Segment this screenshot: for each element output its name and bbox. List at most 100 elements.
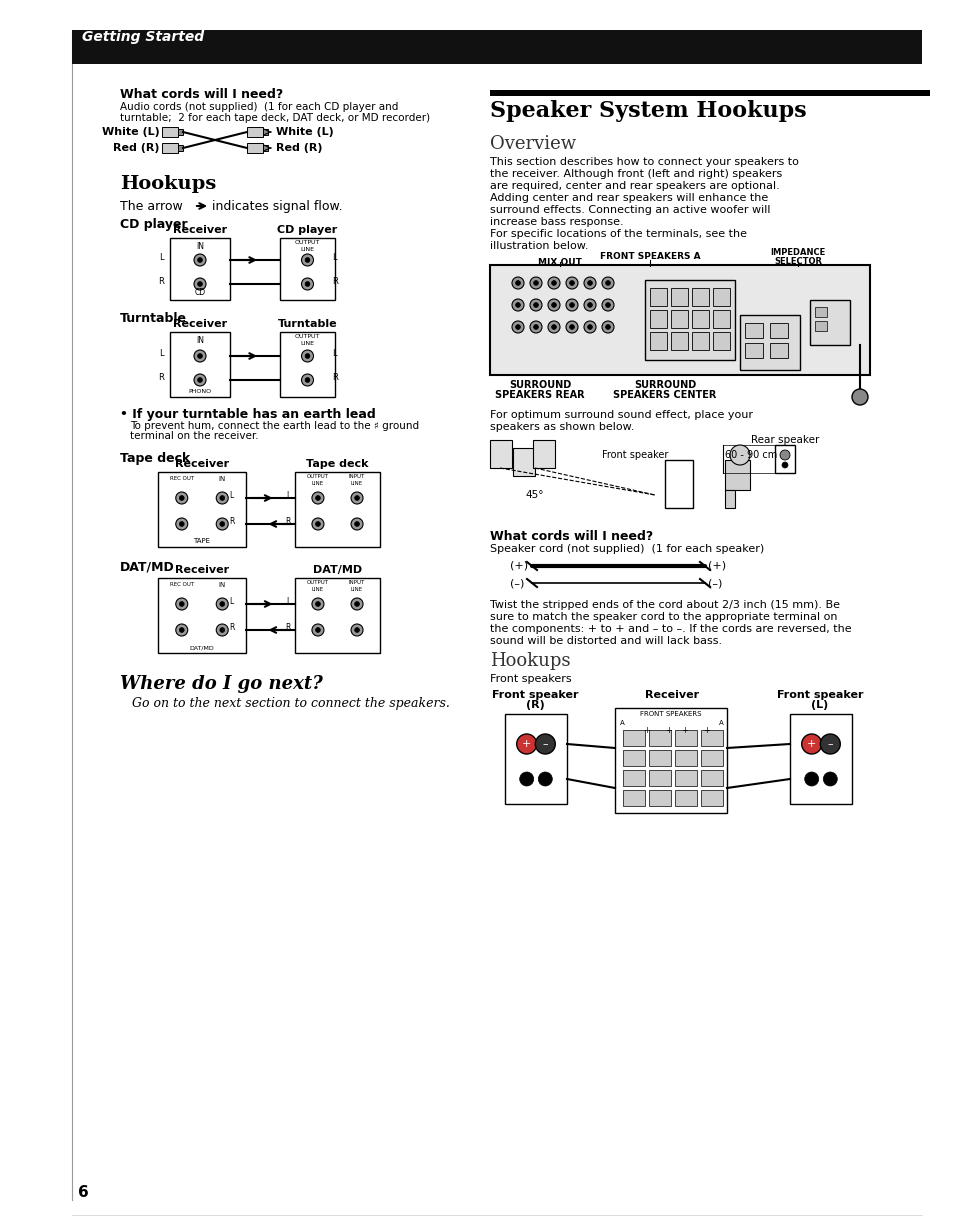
Text: Go on to the next section to connect the speakers.: Go on to the next section to connect the… <box>132 697 450 710</box>
Circle shape <box>216 599 228 610</box>
Text: (R): (R) <box>525 701 544 710</box>
Circle shape <box>312 517 324 530</box>
Circle shape <box>547 299 559 311</box>
Text: R: R <box>285 517 291 526</box>
Circle shape <box>312 599 324 610</box>
Circle shape <box>305 354 310 359</box>
Text: are required, center and rear speakers are optional.: are required, center and rear speakers a… <box>490 181 779 190</box>
Bar <box>675 750 697 766</box>
Text: LINE: LINE <box>300 247 314 252</box>
Bar <box>724 460 749 490</box>
Bar <box>649 288 666 306</box>
Text: REC OUT: REC OUT <box>170 583 193 587</box>
Bar <box>622 771 644 787</box>
Text: 60 - 90 cm: 60 - 90 cm <box>724 450 777 460</box>
Circle shape <box>565 299 578 311</box>
Bar <box>158 578 246 653</box>
Text: sure to match the speaker cord to the appropriate terminal on: sure to match the speaker cord to the ap… <box>490 612 837 622</box>
Text: speakers as shown below.: speakers as shown below. <box>490 422 634 433</box>
Bar <box>263 145 268 151</box>
Text: DAT/MD: DAT/MD <box>120 560 174 573</box>
Circle shape <box>851 390 867 406</box>
Text: 6: 6 <box>78 1185 89 1200</box>
Bar <box>774 445 794 473</box>
Circle shape <box>565 277 578 289</box>
Circle shape <box>351 624 363 635</box>
Text: Front speaker: Front speaker <box>601 450 667 460</box>
Circle shape <box>301 374 314 386</box>
Circle shape <box>820 734 840 755</box>
Circle shape <box>515 302 519 307</box>
Circle shape <box>355 495 359 500</box>
Text: LINE: LINE <box>300 340 314 347</box>
Circle shape <box>351 517 363 530</box>
Circle shape <box>605 324 610 329</box>
Text: REC OUT: REC OUT <box>170 476 193 481</box>
Text: What cords will I need?: What cords will I need? <box>490 530 653 543</box>
Text: SELECTOR: SELECTOR <box>773 257 821 265</box>
Circle shape <box>583 321 596 333</box>
Circle shape <box>515 324 519 329</box>
Text: Tape deck: Tape deck <box>306 458 369 469</box>
Circle shape <box>569 280 574 285</box>
Circle shape <box>512 299 523 311</box>
Bar <box>809 300 849 345</box>
Text: R: R <box>332 374 337 382</box>
Bar <box>691 310 708 328</box>
Text: Receiver: Receiver <box>174 458 229 469</box>
Text: CD player: CD player <box>277 225 337 235</box>
Circle shape <box>315 521 320 526</box>
Text: Red (R): Red (R) <box>275 143 322 152</box>
Bar <box>670 310 687 328</box>
Text: For specific locations of the terminals, see the: For specific locations of the terminals,… <box>490 229 746 238</box>
Bar <box>247 127 263 136</box>
Text: +: + <box>664 726 672 735</box>
Bar <box>170 332 230 397</box>
Circle shape <box>551 302 556 307</box>
Text: DAT/MD: DAT/MD <box>190 645 214 650</box>
Text: L: L <box>332 253 336 263</box>
Circle shape <box>569 302 574 307</box>
Text: Overview: Overview <box>490 135 576 152</box>
Circle shape <box>551 280 556 285</box>
Circle shape <box>519 772 533 787</box>
Text: Receiver: Receiver <box>172 225 227 235</box>
Circle shape <box>533 302 537 307</box>
Bar <box>814 321 826 331</box>
Text: R: R <box>285 623 291 633</box>
Text: –: – <box>542 739 548 748</box>
Text: 45°: 45° <box>524 490 543 500</box>
Bar <box>162 127 178 136</box>
Text: Turntable: Turntable <box>277 320 337 329</box>
Bar <box>490 90 929 96</box>
Circle shape <box>179 495 184 500</box>
Bar <box>700 771 722 787</box>
Circle shape <box>515 280 519 285</box>
Text: LINE: LINE <box>312 587 324 592</box>
Text: Audio cords (not supplied)  (1 for each CD player and: Audio cords (not supplied) (1 for each C… <box>120 102 398 112</box>
Text: surround effects. Connecting an active woofer will: surround effects. Connecting an active w… <box>490 205 770 215</box>
Text: IN: IN <box>218 476 226 482</box>
Circle shape <box>537 772 552 787</box>
Circle shape <box>312 492 324 504</box>
Bar <box>670 288 687 306</box>
Bar <box>162 143 178 152</box>
Circle shape <box>355 602 359 606</box>
Text: A: A <box>719 720 723 726</box>
Text: R: R <box>229 517 234 526</box>
Text: SPEAKERS REAR: SPEAKERS REAR <box>495 390 584 399</box>
Text: Receiver: Receiver <box>174 565 229 575</box>
Text: Where do I go next?: Where do I go next? <box>120 675 322 693</box>
Bar <box>178 129 183 135</box>
Text: L: L <box>229 597 233 606</box>
Circle shape <box>175 517 188 530</box>
Text: turntable;  2 for each tape deck, DAT deck, or MD recorder): turntable; 2 for each tape deck, DAT dec… <box>120 113 430 123</box>
Circle shape <box>193 254 206 265</box>
Circle shape <box>605 280 610 285</box>
Bar <box>675 771 697 787</box>
Text: The arrow: The arrow <box>120 200 183 213</box>
Text: +: + <box>702 726 710 735</box>
Text: PHONO: PHONO <box>189 390 212 395</box>
Text: +: + <box>521 739 531 748</box>
Circle shape <box>219 628 224 633</box>
